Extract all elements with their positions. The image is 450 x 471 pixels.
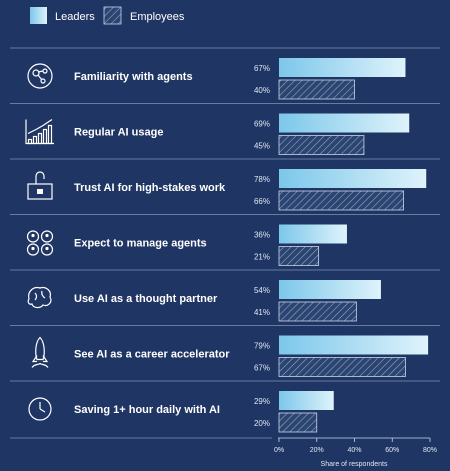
bar-employees [278, 246, 320, 266]
brain-icon [27, 286, 52, 309]
chart-row: Trust AI for high-stakes work 78% 66% [10, 158, 440, 211]
x-axis-title: Share of respondents [321, 461, 388, 468]
category-label: Trust AI for high-stakes work [74, 182, 226, 194]
bar-employees [278, 357, 406, 377]
value-label-leaders: 67% [254, 64, 270, 73]
category-label: Expect to manage agents [74, 238, 207, 250]
bar-leaders [279, 113, 410, 133]
clock-icon [28, 397, 52, 421]
value-label-employees: 66% [254, 197, 270, 206]
x-tick-label: 60% [385, 447, 399, 454]
x-axis: 0% 20% 40% 60% 80% [274, 437, 437, 454]
chart-row: Use AI as a thought partner 54% 41% [10, 269, 440, 322]
legend-swatch-leaders [30, 7, 47, 24]
legend-swatch-employees [103, 6, 122, 25]
chart-rows: Familiarity with agents 67% 40% Regular AI … [10, 47, 440, 439]
chart-row: Regular AI usage 69% 45% [10, 103, 440, 155]
legend: Leaders Employees [30, 6, 185, 25]
chart-row: Saving 1+ hour daily with AI 29% 20% [10, 380, 440, 433]
chart-row: Familiarity with agents 67% 40% [10, 47, 440, 100]
chart-row: Expect to manage agents 36% 21% [10, 214, 440, 266]
bar-leaders [279, 224, 347, 244]
value-label-employees: 67% [254, 364, 270, 373]
value-label-employees: 21% [254, 253, 270, 262]
x-tick-label: 80% [423, 447, 437, 454]
bar-leaders [279, 391, 334, 410]
bar-employees [278, 135, 365, 155]
x-tick-label: 20% [310, 447, 324, 454]
category-label: See AI as a career accelerator [74, 349, 230, 361]
value-label-leaders: 69% [254, 120, 270, 129]
chart-row: See AI as a career accelerator 79% 67% [10, 325, 440, 377]
bar-leaders [279, 169, 427, 188]
bar-leaders [279, 58, 406, 77]
value-label-leaders: 79% [254, 342, 270, 351]
network-icon [27, 63, 53, 89]
value-label-leaders: 78% [254, 175, 270, 184]
value-label-employees: 40% [254, 86, 270, 95]
legend-label-leaders: Leaders [55, 11, 95, 23]
briefcase-lock-icon [27, 171, 53, 200]
value-label-employees: 41% [254, 308, 270, 317]
rocket-icon [31, 336, 49, 368]
rising-chart-icon [25, 119, 54, 145]
bar-employees [278, 412, 318, 433]
category-label: Saving 1+ hour daily with AI [74, 404, 220, 416]
agents-grid-icon [26, 230, 54, 256]
value-label-leaders: 29% [254, 397, 270, 406]
bar-employees [278, 301, 357, 322]
value-label-employees: 20% [254, 419, 270, 428]
value-label-leaders: 54% [254, 286, 270, 295]
bar-employees [278, 79, 355, 100]
value-label-employees: 45% [254, 142, 270, 151]
legend-label-employees: Employees [130, 11, 185, 23]
bar-leaders [279, 280, 381, 299]
category-label: Use AI as a thought partner [74, 293, 218, 305]
x-tick-label: 40% [347, 447, 361, 454]
value-label-leaders: 36% [254, 231, 270, 240]
category-label: Familiarity with agents [74, 71, 193, 83]
category-label: Regular AI usage [74, 127, 163, 139]
bar-leaders [279, 335, 429, 355]
bar-employees [278, 190, 404, 211]
x-tick-label: 0% [274, 447, 284, 454]
